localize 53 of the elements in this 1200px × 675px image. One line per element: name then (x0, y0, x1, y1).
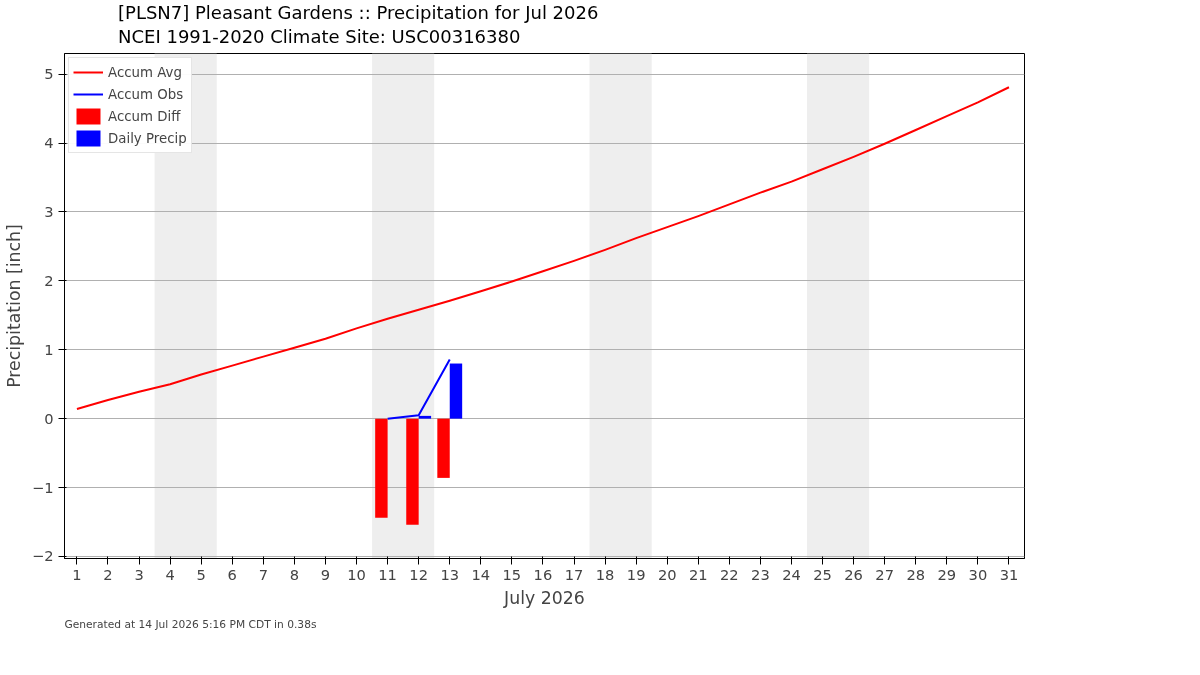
x-tick-label: 29 (937, 565, 957, 583)
x-tick-label: 2 (103, 565, 113, 583)
x-tick-label: 7 (258, 565, 268, 583)
x-tick-label: 28 (906, 565, 926, 583)
bar (449, 363, 463, 419)
x-tick-label: 6 (227, 565, 237, 583)
bar (437, 418, 450, 478)
x-tick-label: 1 (72, 565, 82, 583)
y-tick-label: 0 (44, 409, 54, 427)
chart-subtitle: NCEI 1991-2020 Climate Site: USC00316380 (118, 26, 521, 48)
x-tick-label: 11 (378, 565, 397, 583)
x-tick-label: 26 (844, 565, 863, 583)
y-tick-label: 1 (44, 340, 54, 358)
y-tick-label: 3 (44, 202, 54, 220)
legend-label: Daily Precip (108, 130, 187, 146)
x-tick-label: 31 (999, 565, 1019, 583)
y-tick-label: −1 (31, 478, 54, 496)
x-tick-label: 25 (813, 565, 832, 583)
x-tick-label: 21 (688, 565, 708, 583)
x-tick-label: 17 (564, 565, 584, 583)
bar (406, 418, 419, 525)
chart-title: [PLSN7] Pleasant Gardens :: Precipitation for Jul 2026 (118, 2, 599, 24)
x-tick-label: 12 (409, 565, 429, 583)
x-tick-label: 13 (440, 565, 460, 583)
x-tick-label: 24 (782, 565, 801, 583)
x-tick-label: 27 (875, 565, 895, 583)
x-tick-label: 4 (165, 565, 175, 583)
x-tick-label: 30 (968, 565, 988, 583)
x-tick-label: 22 (720, 565, 739, 583)
x-tick-label: 18 (595, 565, 615, 583)
x-tick-label: 3 (134, 565, 144, 583)
legend-label: Accum Diff (108, 108, 181, 124)
y-tick-label: 2 (44, 271, 54, 289)
line-series (75, 86, 1010, 410)
bar (375, 418, 388, 518)
x-tick-label: 20 (657, 565, 677, 583)
x-tick-label: 19 (626, 565, 646, 583)
x-tick-label: 16 (533, 565, 553, 583)
y-tick-label: 4 (44, 134, 54, 152)
x-tick-label: 9 (320, 565, 331, 583)
legend-label: Accum Obs (108, 86, 184, 102)
y-axis-title: Precipitation [inch] (3, 224, 24, 388)
x-tick-label: 10 (347, 565, 366, 583)
y-tick-label: −2 (31, 547, 54, 565)
y-tick-label: 5 (44, 65, 54, 83)
x-tick-label: 14 (471, 565, 491, 583)
text: Generated at 14 Jul 2026 5:16 PM CDT in 0.38s (64, 617, 317, 631)
x-tick-label: 5 (196, 565, 206, 583)
x-tick-label: 23 (751, 565, 770, 583)
x-axis-title: July 2026 (503, 587, 585, 608)
x-tick-label: 15 (502, 565, 522, 583)
x-tick-label: 8 (289, 565, 300, 583)
legend-label: Accum Avg (108, 64, 182, 80)
